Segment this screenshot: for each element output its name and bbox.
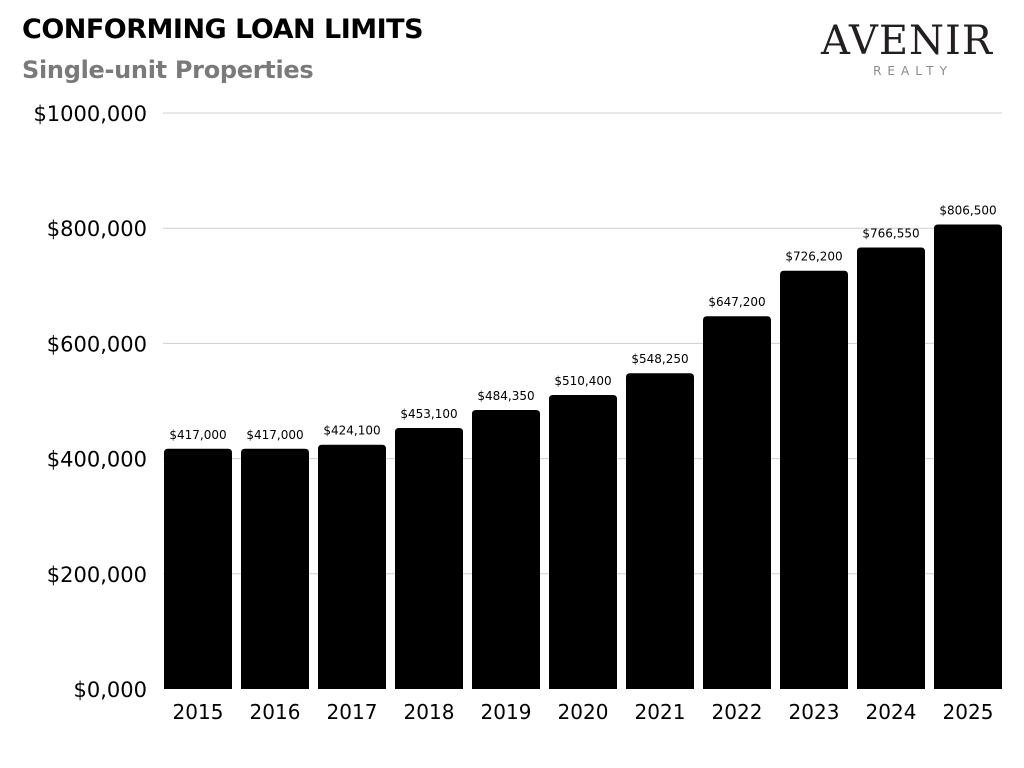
x-tick-label-2022: 2022 [712,700,763,724]
y-tick-label: $1000,000 [33,102,147,126]
x-tick-label-2018: 2018 [404,700,455,724]
data-label-2017: $424,100 [323,424,380,438]
data-label-2023: $726,200 [785,250,842,264]
data-labels: $417,000 $417,000 $424,100 $453,100 $484,350… [169,203,996,441]
data-label-2018: $453,100 [400,407,457,421]
bar-2023 [780,270,848,689]
data-label-2022: $647,200 [708,295,765,309]
x-tick-label-2016: 2016 [250,700,301,724]
bar-2016 [241,448,309,689]
y-tick-label: $400,000 [47,448,147,472]
y-tick-label: $800,000 [47,217,147,241]
data-label-2020: $510,400 [554,374,611,388]
bar-2022 [703,316,771,689]
data-label-2015: $417,000 [169,428,226,442]
data-label-2025: $806,500 [939,203,996,217]
data-label-2016: $417,000 [246,428,303,442]
x-tick-label-2017: 2017 [327,700,378,724]
y-tick-label: $0,000 [74,678,147,702]
x-tick-label-2023: 2023 [789,700,840,724]
bar-2018 [395,428,463,689]
x-axis-ticks: 2015 2016 2017 2018 2019 2020 2021 2022 2023 2024… [173,700,994,724]
bar-2025 [934,224,1002,689]
bar-2019 [472,410,540,689]
chart-title: CONFORMING LOAN LIMITS [22,14,424,45]
bars [164,224,1002,689]
bar-2021 [626,373,694,689]
brand-logo-tagline: REALTY [873,64,953,78]
brand-logo: AVENIR REALTY [812,18,1002,84]
y-tick-label: $600,000 [47,332,147,356]
bar-2024 [857,247,925,689]
data-label-2021: $548,250 [631,352,688,366]
x-tick-label-2020: 2020 [558,700,609,724]
data-label-2024: $766,550 [862,226,919,240]
x-tick-label-2021: 2021 [635,700,686,724]
x-tick-label-2024: 2024 [866,700,917,724]
brand-logo-wordmark: AVENIR [821,18,993,64]
bar-2015 [164,448,232,689]
x-tick-label-2019: 2019 [481,700,532,724]
chart-subtitle: Single-unit Properties [22,56,314,84]
y-axis-ticks: $0,000 $200,000 $400,000 $600,000 $800,000 $1… [33,102,147,702]
x-tick-label-2015: 2015 [173,700,224,724]
bar-2020 [549,395,617,689]
y-tick-label: $200,000 [47,563,147,587]
data-label-2019: $484,350 [477,389,534,403]
x-tick-label-2025: 2025 [943,700,994,724]
bar-2017 [318,444,386,689]
